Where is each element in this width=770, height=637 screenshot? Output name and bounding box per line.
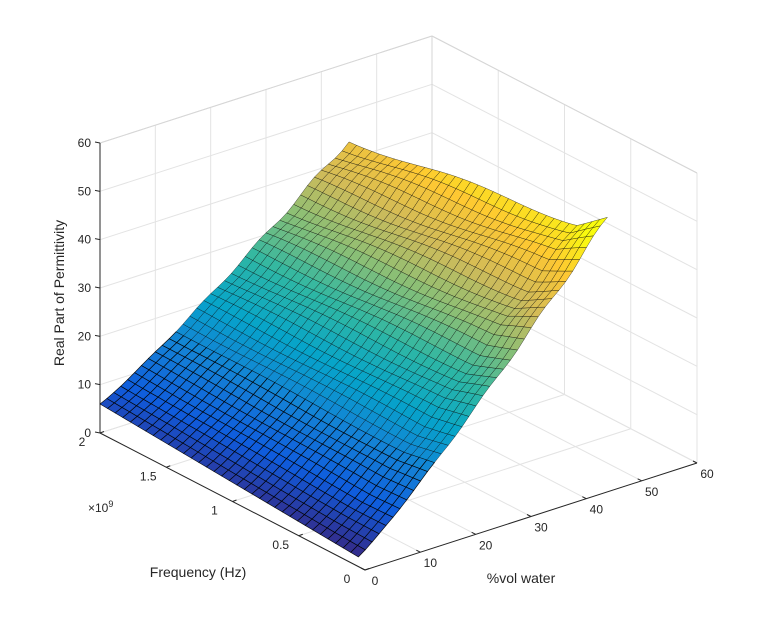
x-tick-label: 20 [479,538,493,552]
surface [99,141,609,558]
box-edge [431,35,698,174]
y-tick-mark [364,568,370,571]
z-tick-label: 30 [78,281,92,295]
x-tick-label: 60 [700,467,714,481]
z-tick-mark [94,286,101,289]
y-tick-mark [166,465,171,468]
z-tick-label: 50 [78,184,92,198]
x-tick-label: 10 [424,556,438,570]
x-tick-label: 50 [645,485,659,499]
y-axis-label: Frequency (Hz) [150,564,246,580]
z-tick-label: 10 [78,378,92,392]
x-tick-mark [637,478,642,482]
x-tick-label: 0 [372,574,379,588]
y-tick-mark [232,499,237,502]
y-tick-label: 1 [211,504,218,518]
y-tick-label: 2 [79,435,86,449]
x-tick-mark [416,549,421,553]
surface-patch [592,216,609,228]
z-axis-label: Real Part of Permittivity [51,220,67,366]
z-tick-label: 20 [78,329,92,343]
box-edge [99,35,433,144]
x-axis-label: %vol water [487,570,556,586]
z-tick-mark [94,189,101,192]
grid-line [99,83,433,192]
y-tick-mark [99,431,105,434]
grid-line [99,132,433,241]
z-tick-mark [94,141,101,144]
z-tick-label: 40 [78,233,92,247]
y-tick-mark [298,533,303,537]
z-tick-mark [94,431,101,434]
z-tick-mark [94,383,101,386]
x-tick-mark [471,531,476,535]
x-tick-mark [526,514,532,517]
grid-line [431,83,698,222]
x-tick-label: 40 [590,503,604,517]
y-tick-label: 0 [344,572,351,586]
y-axis-exponent: ×109 [88,499,113,515]
x-tick-mark [692,460,698,464]
y-tick-label: 0.5 [272,538,289,552]
z-tick-label: 60 [78,136,92,150]
z-tick-mark [94,238,101,241]
x-tick-mark [360,567,366,571]
grid-line [431,132,698,271]
y-tick-label: 1.5 [140,469,157,483]
x-tick-mark [582,496,587,500]
z-tick-label: 0 [84,426,91,440]
z-tick-mark [94,334,101,337]
x-tick-label: 30 [534,521,548,535]
